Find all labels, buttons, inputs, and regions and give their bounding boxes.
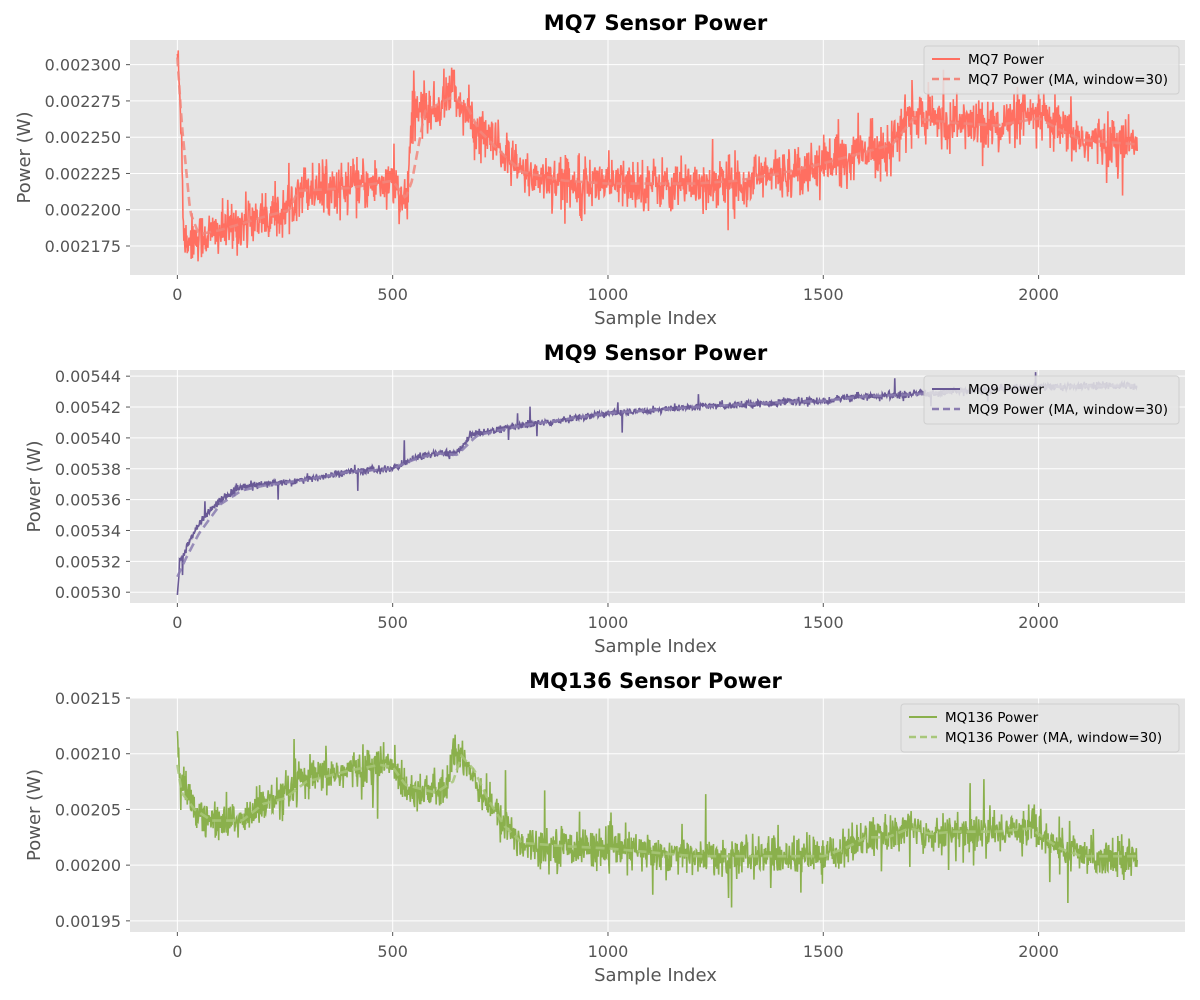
- x-tick-label: 2000: [1018, 942, 1059, 961]
- y-tick-label: 0.00536: [55, 491, 121, 510]
- x-tick-label: 0: [172, 285, 182, 304]
- x-tick-label: 1500: [803, 942, 844, 961]
- x-tick-label: 1500: [803, 285, 844, 304]
- y-axis-label: Power (W): [24, 769, 45, 861]
- x-tick-label: 1000: [588, 942, 629, 961]
- y-tick-label: 0.00215: [55, 689, 121, 708]
- legend-label: MQ9 Power (MA, window=30): [968, 402, 1168, 418]
- legend-label: MQ136 Power: [945, 710, 1039, 726]
- x-tick-label: 1000: [588, 613, 629, 632]
- y-tick-label: 0.002200: [45, 201, 121, 220]
- y-tick-label: 0.00532: [55, 552, 121, 571]
- legend-label: MQ7 Power (MA, window=30): [968, 72, 1168, 88]
- y-tick-label: 0.00205: [55, 800, 121, 819]
- y-tick-label: 0.00534: [55, 521, 121, 540]
- x-axis-label: Sample Index: [594, 308, 717, 329]
- legend-box: [923, 45, 1180, 95]
- series-line-moving-average: [176, 753, 1137, 858]
- series-line-raw: [176, 50, 1138, 262]
- y-tick-label: 0.00542: [55, 398, 121, 417]
- legend: MQ9 Power MQ9 Power (MA, window=30): [923, 375, 1180, 425]
- chart-0: 0 500 1000 1500 2000 0.002175 0.002200 0.002225…: [14, 11, 1185, 329]
- y-tick-label: 0.002175: [45, 237, 121, 256]
- y-tick-label: 0.00195: [55, 912, 121, 931]
- chart-title: MQ9 Sensor Power: [544, 341, 768, 365]
- y-tick-label: 0.00200: [55, 856, 121, 875]
- y-axis-label: Power (W): [24, 441, 45, 533]
- y-tick-label: 0.00530: [55, 583, 121, 602]
- legend-box: [923, 375, 1180, 425]
- y-tick-label: 0.00210: [55, 745, 121, 764]
- series-line-raw: [176, 731, 1138, 908]
- x-tick-label: 0: [172, 942, 182, 961]
- legend-label: MQ136 Power (MA, window=30): [945, 730, 1162, 746]
- y-tick-label: 0.002250: [45, 128, 121, 147]
- x-tick-label: 500: [377, 285, 408, 304]
- x-tick-label: 500: [377, 613, 408, 632]
- x-tick-label: 2000: [1018, 285, 1059, 304]
- y-tick-label: 0.002225: [45, 164, 121, 183]
- x-tick-label: 0: [172, 613, 182, 632]
- legend-label: MQ7 Power: [968, 52, 1044, 68]
- chart-1: 0 500 1000 1500 2000 0.00530 0.00532 0.00534 0.0…: [24, 341, 1185, 657]
- x-tick-label: 1500: [803, 613, 844, 632]
- x-axis-label: Sample Index: [594, 636, 717, 657]
- y-tick-label: 0.00540: [55, 429, 121, 448]
- x-tick-label: 500: [377, 942, 408, 961]
- x-tick-label: 1000: [588, 285, 629, 304]
- y-axis-label: Power (W): [14, 112, 35, 204]
- chart-title: MQ7 Sensor Power: [544, 11, 768, 35]
- x-axis-label: Sample Index: [594, 965, 717, 986]
- x-tick-label: 2000: [1018, 613, 1059, 632]
- y-tick-label: 0.002275: [45, 92, 121, 111]
- chart-2: 0 500 1000 1500 2000 0.00195 0.00200 0.00205 0.0…: [24, 669, 1185, 986]
- legend: MQ136 Power MQ136 Power (MA, window=30): [900, 703, 1180, 753]
- legend-label: MQ9 Power: [968, 382, 1044, 398]
- chart-title: MQ136 Sensor Power: [529, 669, 782, 693]
- legend-box: [900, 703, 1180, 753]
- y-tick-label: 0.00538: [55, 460, 121, 479]
- y-tick-label: 0.00544: [55, 367, 121, 386]
- y-tick-label: 0.002300: [45, 56, 121, 75]
- legend: MQ7 Power MQ7 Power (MA, window=30): [923, 45, 1180, 95]
